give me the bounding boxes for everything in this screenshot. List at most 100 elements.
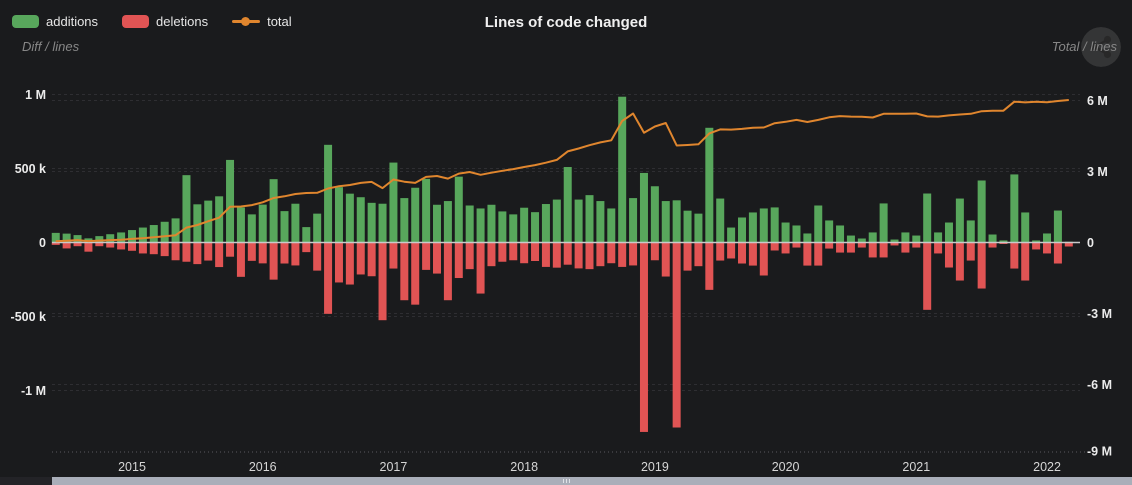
deletion-bar[interactable] bbox=[661, 242, 670, 277]
deletion-bar[interactable] bbox=[901, 242, 910, 253]
deletion-bar[interactable] bbox=[226, 242, 235, 257]
deletion-bar[interactable] bbox=[1032, 242, 1041, 250]
deletion-bar[interactable] bbox=[215, 242, 224, 268]
addition-bar[interactable] bbox=[966, 220, 975, 243]
deletion-bar[interactable] bbox=[738, 242, 747, 264]
addition-bar[interactable] bbox=[324, 144, 333, 243]
deletion-bar[interactable] bbox=[236, 242, 245, 277]
addition-bar[interactable] bbox=[465, 205, 474, 243]
deletion-bar[interactable] bbox=[759, 242, 768, 276]
addition-bar[interactable] bbox=[890, 239, 899, 243]
addition-bar[interactable] bbox=[389, 162, 398, 243]
addition-bar[interactable] bbox=[944, 222, 953, 243]
deletion-bar[interactable] bbox=[422, 242, 431, 270]
deletion-bar[interactable] bbox=[563, 242, 572, 265]
addition-bar[interactable] bbox=[803, 233, 812, 243]
addition-bar[interactable] bbox=[280, 211, 289, 243]
deletion-bar[interactable] bbox=[51, 242, 60, 245]
deletion-bar[interactable] bbox=[171, 242, 180, 261]
deletion-bar[interactable] bbox=[324, 242, 333, 314]
addition-bar[interactable] bbox=[356, 197, 365, 243]
deletion-bar[interactable] bbox=[204, 242, 213, 261]
legend-item-deletions[interactable]: deletions bbox=[122, 14, 208, 29]
deletion-bar[interactable] bbox=[846, 242, 855, 253]
deletion-bar[interactable] bbox=[988, 242, 997, 248]
deletion-bar[interactable] bbox=[683, 242, 692, 271]
addition-bar[interactable] bbox=[334, 187, 343, 243]
x-scrollbar-track[interactable] bbox=[0, 477, 1132, 485]
addition-bar[interactable] bbox=[672, 200, 681, 243]
addition-bar[interactable] bbox=[509, 214, 518, 243]
deletion-bar[interactable] bbox=[727, 242, 736, 259]
deletion-bar[interactable] bbox=[955, 242, 964, 281]
deletion-bar[interactable] bbox=[117, 242, 126, 250]
addition-bar[interactable] bbox=[433, 204, 442, 243]
addition-bar[interactable] bbox=[716, 198, 725, 243]
deletion-bar[interactable] bbox=[378, 242, 387, 321]
deletion-bar[interactable] bbox=[313, 242, 322, 271]
deletion-bar[interactable] bbox=[1043, 242, 1052, 254]
addition-bar[interactable] bbox=[291, 203, 300, 243]
addition-bar[interactable] bbox=[552, 199, 561, 243]
addition-bar[interactable] bbox=[868, 232, 877, 243]
deletion-bar[interactable] bbox=[280, 242, 289, 264]
deletion-bar[interactable] bbox=[476, 242, 485, 294]
addition-bar[interactable] bbox=[160, 221, 169, 243]
addition-bar[interactable] bbox=[792, 225, 801, 243]
addition-bar[interactable] bbox=[650, 186, 659, 243]
deletion-bar[interactable] bbox=[73, 242, 82, 247]
deletion-bar[interactable] bbox=[803, 242, 812, 266]
addition-bar[interactable] bbox=[596, 201, 605, 243]
addition-bar[interactable] bbox=[400, 198, 409, 243]
addition-bar[interactable] bbox=[258, 204, 267, 243]
addition-bar[interactable] bbox=[193, 204, 202, 243]
addition-bar[interactable] bbox=[454, 176, 463, 243]
deletion-bar[interactable] bbox=[705, 242, 714, 290]
addition-bar[interactable] bbox=[117, 232, 126, 243]
deletion-bar[interactable] bbox=[607, 242, 616, 264]
deletion-bar[interactable] bbox=[291, 242, 300, 266]
addition-bar[interactable] bbox=[694, 213, 703, 243]
addition-bar[interactable] bbox=[639, 172, 648, 243]
addition-bar[interactable] bbox=[226, 159, 235, 243]
deletion-bar[interactable] bbox=[1053, 242, 1062, 264]
legend-item-additions[interactable]: additions bbox=[12, 14, 98, 29]
deletion-bar[interactable] bbox=[770, 242, 779, 251]
deletion-bar[interactable] bbox=[269, 242, 278, 280]
addition-bar[interactable] bbox=[62, 233, 71, 243]
deletion-bar[interactable] bbox=[629, 242, 638, 266]
addition-bar[interactable] bbox=[106, 234, 115, 243]
deletion-bar[interactable] bbox=[334, 242, 343, 283]
addition-bar[interactable] bbox=[814, 205, 823, 243]
deletion-bar[interactable] bbox=[356, 242, 365, 275]
addition-bar[interactable] bbox=[563, 167, 572, 243]
deletion-bar[interactable] bbox=[694, 242, 703, 267]
deletion-bar[interactable] bbox=[966, 242, 975, 261]
deletion-bar[interactable] bbox=[411, 242, 420, 305]
addition-bar[interactable] bbox=[51, 232, 60, 243]
deletion-bar[interactable] bbox=[454, 242, 463, 279]
addition-bar[interactable] bbox=[738, 217, 747, 243]
deletion-bar[interactable] bbox=[182, 242, 191, 262]
deletion-bar[interactable] bbox=[302, 242, 311, 253]
deletion-bar[interactable] bbox=[106, 242, 115, 248]
addition-bar[interactable] bbox=[313, 213, 322, 243]
addition-bar[interactable] bbox=[541, 204, 550, 243]
deletion-bar[interactable] bbox=[258, 242, 267, 264]
addition-bar[interactable] bbox=[247, 214, 256, 243]
deletion-bar[interactable] bbox=[443, 242, 452, 301]
deletion-bar[interactable] bbox=[389, 242, 398, 269]
deletion-bar[interactable] bbox=[367, 242, 376, 277]
deletion-bar[interactable] bbox=[596, 242, 605, 267]
deletion-bar[interactable] bbox=[650, 242, 659, 261]
addition-bar[interactable] bbox=[345, 193, 354, 243]
addition-bar[interactable] bbox=[378, 203, 387, 243]
deletion-bar[interactable] bbox=[1010, 242, 1019, 269]
addition-bar[interactable] bbox=[585, 195, 594, 243]
deletion-bar[interactable] bbox=[868, 242, 877, 258]
share-watermark-icon[interactable] bbox=[1081, 27, 1121, 67]
addition-bar[interactable] bbox=[487, 204, 496, 243]
addition-bar[interactable] bbox=[748, 212, 757, 243]
deletion-bar[interactable] bbox=[825, 242, 834, 249]
addition-bar[interactable] bbox=[1032, 240, 1041, 243]
